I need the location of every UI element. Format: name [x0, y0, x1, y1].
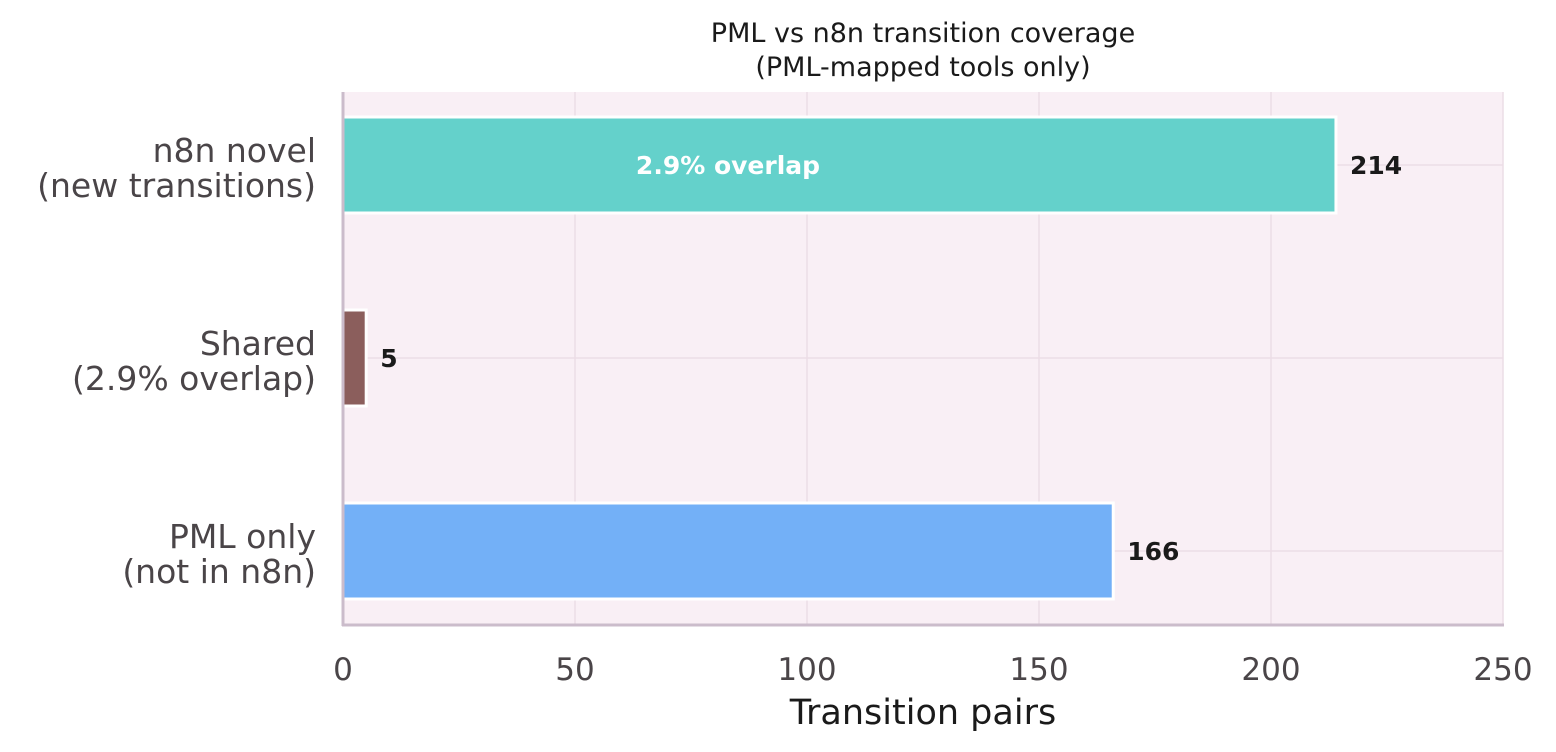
overlap-annotation: 2.9% overlap [636, 151, 820, 180]
y-category-label: (not in n8n) [122, 552, 316, 591]
y-category-label: Shared [200, 324, 316, 363]
chart-subtitle: (PML-mapped tools only) [755, 52, 1090, 83]
y-category-label: (new transitions) [37, 166, 316, 205]
x-tick-label: 100 [777, 652, 836, 688]
bar [341, 501, 1115, 601]
bar-value-label: 5 [380, 344, 397, 373]
bars: 166 5 214 [341, 115, 1402, 601]
x-tick-label: 150 [1009, 652, 1068, 688]
bar [341, 115, 1338, 215]
x-ticks: 0 50 100 150 200 250 [333, 652, 1532, 688]
x-axis-label: Transition pairs [789, 693, 1056, 733]
y-category-label: n8n novel [153, 131, 316, 170]
x-tick-label: 0 [333, 652, 353, 688]
y-category-labels: PML only(not in n8n) Shared(2.9% overlap)… [37, 131, 316, 591]
y-category-label: (2.9% overlap) [72, 359, 316, 398]
chart-title: PML vs n8n transition coverage [711, 18, 1135, 49]
x-tick-label: 50 [555, 652, 594, 688]
x-tick-label: 250 [1473, 652, 1532, 688]
x-tick-label: 200 [1241, 652, 1300, 688]
bar [341, 308, 368, 408]
bar-value-label: 166 [1127, 537, 1179, 566]
y-category-label: PML only [169, 517, 316, 556]
bar-value-label: 214 [1350, 151, 1402, 180]
